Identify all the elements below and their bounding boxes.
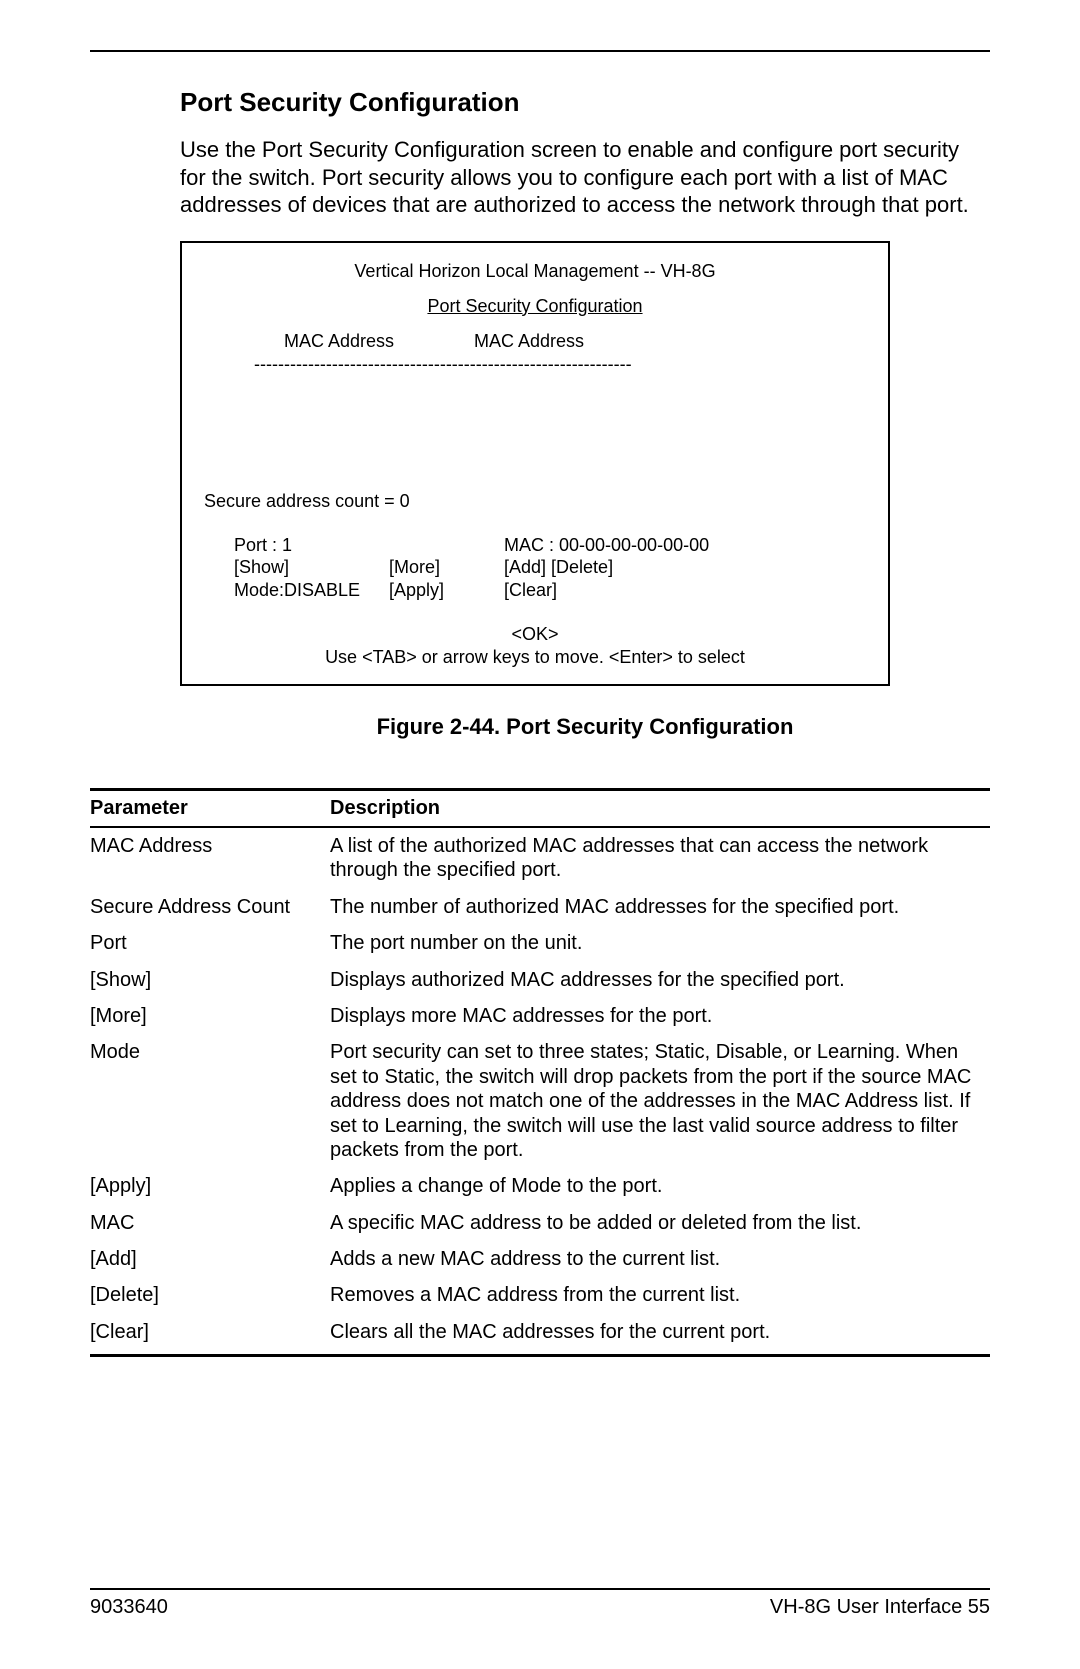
table-row: [Show]Displays authorized MAC addresses … — [90, 962, 990, 998]
desc-cell: The port number on the unit. — [330, 925, 990, 961]
show-button[interactable]: [Show] — [234, 556, 389, 579]
terminal-col1: MAC Address — [284, 331, 469, 352]
desc-cell: The number of authorized MAC addresses f… — [330, 889, 990, 925]
footer-right: VH-8G User Interface 55 — [770, 1596, 990, 1619]
parameter-table: Parameter Description MAC AddressA list … — [90, 788, 990, 1354]
clear-button[interactable]: [Clear] — [504, 579, 866, 602]
desc-cell: A specific MAC address to be added or de… — [330, 1205, 990, 1241]
terminal-subtitle: Port Security Configuration — [427, 296, 642, 316]
param-cell: Secure Address Count — [90, 889, 330, 925]
terminal-title: Vertical Horizon Local Management -- VH-… — [204, 261, 866, 282]
desc-cell: A list of the authorized MAC addresses t… — [330, 827, 990, 889]
table-end-rule — [90, 1354, 990, 1357]
terminal-column-headers: MAC Address MAC Address — [204, 331, 866, 352]
param-cell: [Apply] — [90, 1168, 330, 1204]
param-cell: [Delete] — [90, 1277, 330, 1313]
apply-button[interactable]: [Apply] — [389, 579, 504, 602]
terminal-hint: Use <TAB> or arrow keys to move. <Enter>… — [204, 646, 866, 669]
terminal-window: Vertical Horizon Local Management -- VH-… — [180, 241, 890, 687]
page-footer: 9033640 VH-8G User Interface 55 — [90, 1588, 990, 1619]
table-row: [Add]Adds a new MAC address to the curre… — [90, 1241, 990, 1277]
top-rule — [90, 50, 990, 52]
intro-text: Use the Port Security Configuration scre… — [180, 136, 990, 219]
table-row: [Delete]Removes a MAC address from the c… — [90, 1277, 990, 1313]
desc-cell: Displays authorized MAC addresses for th… — [330, 962, 990, 998]
more-button[interactable]: [More] — [389, 556, 504, 579]
terminal-divider: ----------------------------------------… — [204, 354, 866, 375]
figure-caption: Figure 2-44. Port Security Configuration — [180, 714, 990, 740]
desc-cell: Clears all the MAC addresses for the cur… — [330, 1314, 990, 1354]
table-row: ModePort security can set to three state… — [90, 1034, 990, 1168]
desc-cell: Adds a new MAC address to the current li… — [330, 1241, 990, 1277]
table-header-description: Description — [330, 790, 990, 828]
footer-left: 9033640 — [90, 1596, 168, 1619]
secure-address-count: Secure address count = 0 — [204, 491, 866, 512]
table-row: MACA specific MAC address to be added or… — [90, 1205, 990, 1241]
add-delete-buttons[interactable]: [Add] [Delete] — [504, 557, 613, 577]
table-row: Secure Address CountThe number of author… — [90, 889, 990, 925]
param-cell: [Clear] — [90, 1314, 330, 1354]
param-cell: Port — [90, 925, 330, 961]
desc-cell: Port security can set to three states; S… — [330, 1034, 990, 1168]
param-cell: [More] — [90, 998, 330, 1034]
table-row: [Apply]Applies a change of Mode to the p… — [90, 1168, 990, 1204]
desc-cell: Removes a MAC address from the current l… — [330, 1277, 990, 1313]
section-title: Port Security Configuration — [180, 87, 990, 118]
desc-cell: Applies a change of Mode to the port. — [330, 1168, 990, 1204]
mac-label: MAC : 00-00-00-00-00-00 — [504, 534, 866, 557]
param-cell: [Show] — [90, 962, 330, 998]
terminal-col2: MAC Address — [474, 331, 584, 352]
mode-label: Mode:DISABLE — [234, 579, 389, 602]
table-row: PortThe port number on the unit. — [90, 925, 990, 961]
table-header-parameter: Parameter — [90, 790, 330, 828]
param-cell: [Add] — [90, 1241, 330, 1277]
table-row: [Clear]Clears all the MAC addresses for … — [90, 1314, 990, 1354]
table-row: [More]Displays more MAC addresses for th… — [90, 998, 990, 1034]
param-cell: MAC Address — [90, 827, 330, 889]
param-cell: MAC — [90, 1205, 330, 1241]
table-row: MAC AddressA list of the authorized MAC … — [90, 827, 990, 889]
desc-cell: Displays more MAC addresses for the port… — [330, 998, 990, 1034]
terminal-controls: Port : 1 MAC : 00-00-00-00-00-00 [Show] … — [204, 534, 866, 602]
param-cell: Mode — [90, 1034, 330, 1168]
ok-button[interactable]: <OK> — [204, 623, 866, 646]
port-label: Port : 1 — [234, 534, 389, 557]
